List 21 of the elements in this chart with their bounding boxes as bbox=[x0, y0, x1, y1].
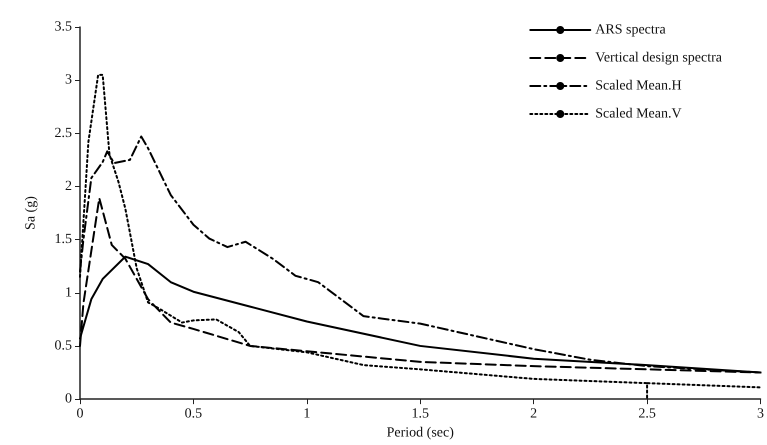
legend-label: Vertical design spectra bbox=[595, 50, 723, 66]
legend-label: ARS spectra bbox=[595, 22, 666, 38]
y-tick-label: 1 bbox=[65, 285, 72, 300]
x-tick-label: 0.5 bbox=[184, 406, 202, 422]
y-tick-label: 3.5 bbox=[54, 20, 72, 34]
x-tick-label: 1 bbox=[303, 406, 310, 422]
y-tick-label: 3 bbox=[65, 72, 72, 88]
y-axis-title: Sa (g) bbox=[24, 196, 38, 230]
y-tick-label: 2 bbox=[65, 178, 72, 194]
x-tick-label: 0 bbox=[76, 406, 84, 422]
x-tick-label: 2 bbox=[530, 406, 538, 422]
y-tick-label: 1.5 bbox=[54, 232, 72, 248]
y-tick-label: 0 bbox=[65, 392, 72, 407]
x-tick-label: 3 bbox=[757, 406, 764, 422]
legend-label: Scaled Mean.V bbox=[595, 106, 682, 122]
legend-label: Scaled Mean.H bbox=[595, 78, 682, 94]
x-tick-label: 1.5 bbox=[412, 406, 429, 422]
x-axis-title: Period (sec) bbox=[386, 426, 454, 440]
y-tick-label: 2.5 bbox=[54, 126, 72, 141]
y-tick-label: 0.5 bbox=[54, 338, 72, 354]
x-tick-label: 2.5 bbox=[638, 406, 656, 422]
